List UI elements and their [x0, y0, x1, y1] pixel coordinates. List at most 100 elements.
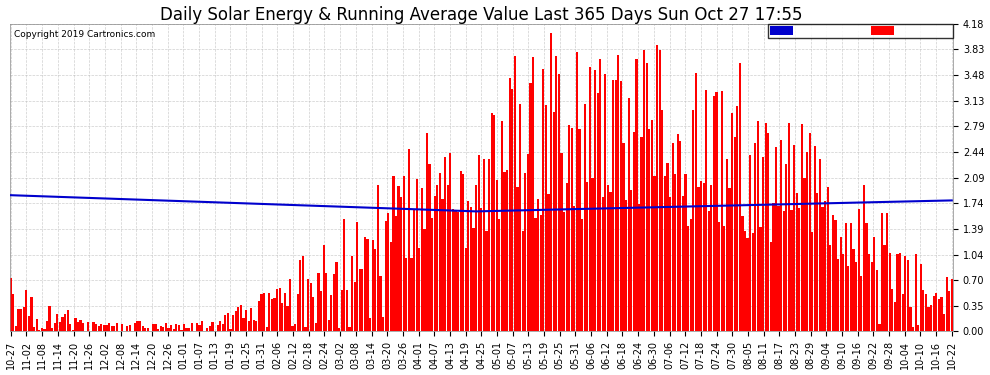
Bar: [387, 213, 389, 332]
Bar: [889, 253, 891, 332]
Bar: [570, 128, 573, 332]
Bar: [172, 328, 175, 332]
Bar: [687, 226, 689, 332]
Bar: [547, 194, 549, 332]
Bar: [527, 154, 529, 332]
Bar: [734, 137, 736, 332]
Bar: [397, 186, 400, 332]
Bar: [434, 195, 436, 332]
Bar: [260, 294, 262, 332]
Bar: [442, 199, 444, 332]
Bar: [610, 192, 612, 332]
Bar: [206, 328, 208, 332]
Bar: [849, 223, 852, 332]
Bar: [576, 52, 578, 332]
Bar: [44, 330, 46, 332]
Bar: [636, 59, 638, 332]
Bar: [291, 326, 294, 332]
Bar: [550, 33, 552, 332]
Bar: [739, 63, 741, 332]
Bar: [113, 326, 115, 332]
Bar: [803, 178, 806, 332]
Bar: [631, 190, 633, 332]
Bar: [511, 89, 514, 332]
Bar: [886, 213, 888, 332]
Bar: [661, 110, 663, 332]
Bar: [599, 58, 601, 332]
Bar: [543, 69, 545, 332]
Bar: [28, 316, 30, 332]
Bar: [149, 331, 151, 332]
Bar: [217, 325, 219, 332]
Bar: [565, 183, 567, 332]
Bar: [586, 182, 588, 332]
Bar: [801, 124, 803, 332]
Bar: [857, 210, 860, 332]
Bar: [331, 296, 333, 332]
Bar: [225, 315, 227, 332]
Bar: [604, 74, 607, 332]
Bar: [413, 210, 415, 332]
Bar: [58, 322, 61, 332]
Bar: [777, 206, 780, 332]
Bar: [894, 302, 896, 332]
Bar: [230, 329, 232, 332]
Bar: [284, 293, 286, 332]
Bar: [302, 256, 304, 332]
Bar: [860, 276, 862, 332]
Bar: [645, 63, 647, 332]
Bar: [46, 321, 49, 332]
Bar: [506, 170, 508, 332]
Bar: [446, 184, 448, 332]
Bar: [147, 328, 148, 332]
Bar: [754, 144, 756, 332]
Bar: [641, 136, 643, 332]
Bar: [100, 324, 102, 332]
Bar: [85, 330, 87, 332]
Bar: [142, 326, 144, 332]
Bar: [837, 259, 840, 332]
Bar: [304, 327, 307, 332]
Bar: [36, 319, 38, 332]
Bar: [594, 70, 596, 332]
Bar: [731, 113, 734, 332]
Bar: [938, 299, 940, 332]
Bar: [464, 248, 467, 332]
Bar: [286, 306, 288, 332]
Bar: [708, 211, 710, 332]
Bar: [209, 326, 211, 332]
Bar: [811, 232, 814, 332]
Bar: [907, 260, 909, 332]
Bar: [950, 279, 953, 332]
Bar: [294, 324, 296, 332]
Bar: [403, 176, 405, 332]
Bar: [183, 324, 185, 332]
Bar: [623, 143, 625, 332]
Bar: [716, 93, 718, 332]
Bar: [656, 45, 658, 332]
Bar: [620, 81, 622, 332]
Bar: [361, 269, 363, 332]
Bar: [312, 297, 315, 332]
Bar: [281, 303, 283, 332]
Bar: [713, 96, 715, 332]
Bar: [328, 320, 330, 332]
Bar: [323, 244, 325, 332]
Bar: [421, 188, 423, 332]
Bar: [762, 157, 764, 332]
Bar: [227, 313, 229, 332]
Bar: [796, 193, 798, 332]
Text: Copyright 2019 Cartronics.com: Copyright 2019 Cartronics.com: [14, 30, 155, 39]
Bar: [374, 249, 376, 332]
Bar: [411, 258, 413, 332]
Bar: [451, 209, 454, 332]
Bar: [780, 140, 782, 332]
Bar: [544, 105, 547, 332]
Bar: [116, 323, 118, 332]
Bar: [341, 290, 343, 332]
Bar: [746, 238, 748, 332]
Bar: [137, 321, 139, 332]
Bar: [276, 289, 278, 332]
Bar: [568, 125, 570, 332]
Bar: [530, 82, 532, 332]
